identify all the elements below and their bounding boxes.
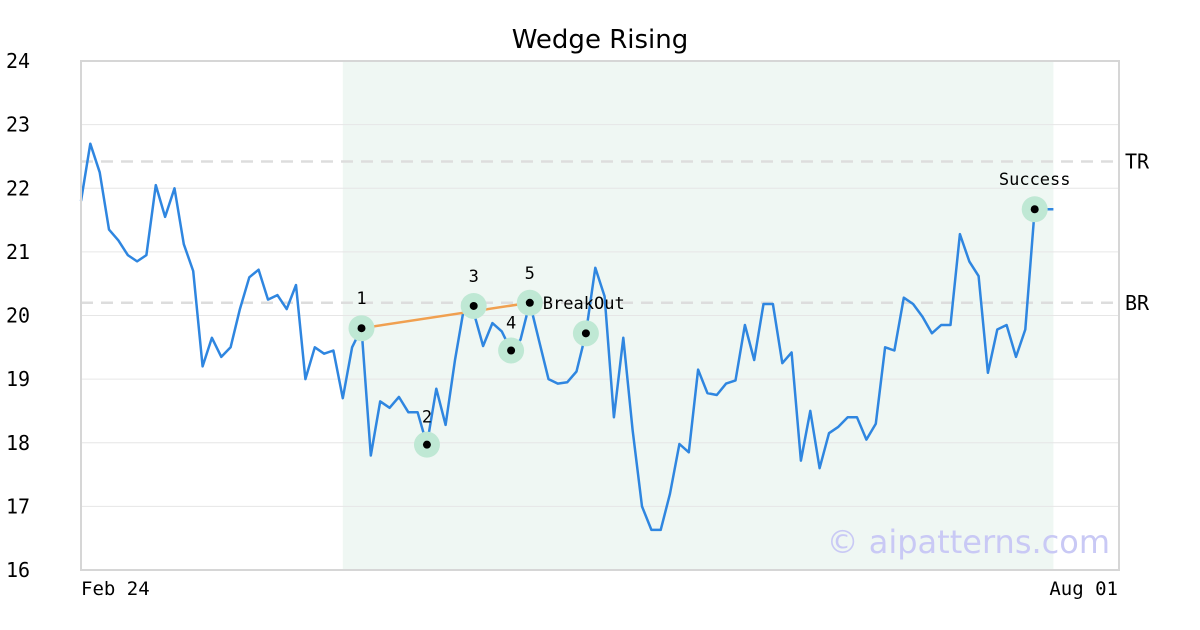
series-line [79,142,1054,532]
point-dot [525,298,534,307]
y-tick-label: 17 [6,494,30,518]
point-label: 2 [422,408,432,428]
level-label: TR [1125,150,1150,174]
series-line-group [79,142,1054,532]
point-dot [469,301,478,310]
chart-title: Wedge Rising [512,25,689,55]
point-dot [581,329,590,338]
level-lines [81,160,1119,305]
point-dot [1030,205,1039,214]
point-dot [357,324,366,333]
point-label: Success [999,170,1071,190]
plot-frame [80,60,1120,571]
x-tick-label: Feb 24 [81,578,150,600]
point-dot [422,440,431,449]
y-tick-label: 24 [6,49,30,73]
breakout-label: BreakOut [543,294,625,314]
y-tick-label: 20 [6,304,30,328]
pattern-points [348,196,1048,458]
y-tick-label: 23 [6,113,30,137]
grid-lines [81,124,1119,507]
trend-line-group [361,301,530,330]
x-tick-label: Aug 01 [1049,578,1118,600]
point-label: 5 [525,264,535,284]
point-label: 4 [506,313,516,333]
watermark: © aipatterns.com [827,523,1110,561]
y-tick-label: 21 [6,240,30,264]
trend-line [361,301,530,330]
y-tick-label: 19 [6,367,30,391]
point-label: 3 [469,267,479,287]
y-tick-label: 22 [6,176,30,200]
point-dot [507,346,516,355]
point-label: 1 [356,289,366,309]
y-tick-label: 16 [6,558,30,582]
y-tick-label: 18 [6,431,30,455]
level-label: BR [1125,291,1150,315]
